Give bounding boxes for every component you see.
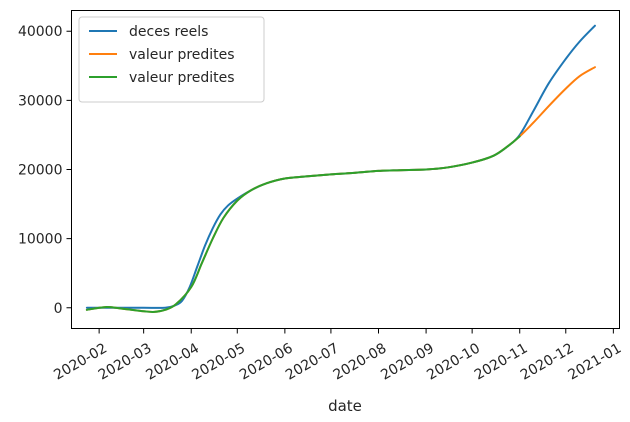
x-tick-label: 2020-05	[189, 340, 248, 383]
legend: deces reels valeur predites valeur predite…	[78, 16, 265, 103]
y-tick-label: 0	[54, 301, 63, 317]
series-layer	[85, 24, 596, 313]
x-tick-label: 2020-07	[283, 340, 342, 383]
x-tick-label: 2021-01	[565, 340, 624, 383]
series-line-2	[85, 135, 521, 313]
y-tick-label: 30000	[18, 93, 63, 109]
legend-label: valeur predites	[129, 70, 235, 86]
legend-label: deces reels	[129, 24, 208, 40]
x-tick-label: 2020-12	[518, 340, 577, 383]
y-tick-label: 10000	[18, 232, 63, 248]
series-line-1	[85, 66, 596, 313]
legend-label: valeur predites	[129, 47, 235, 63]
legend-box	[78, 16, 265, 103]
y-tick-label: 40000	[18, 24, 63, 40]
x-tick-label: 2020-10	[424, 340, 483, 383]
x-axis-label: date	[328, 397, 362, 415]
y-tick-label: 20000	[18, 163, 63, 179]
x-tick-label: 2020-08	[331, 340, 390, 383]
